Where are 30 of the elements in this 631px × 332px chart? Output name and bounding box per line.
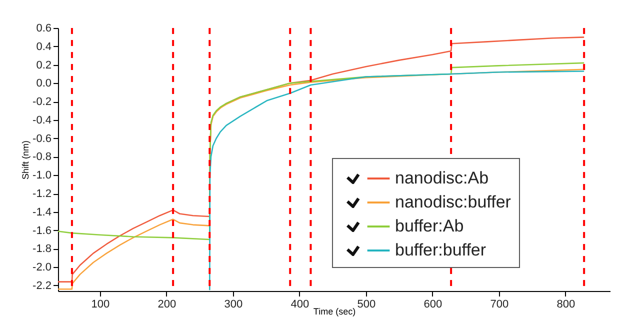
x-tick-label: 100 bbox=[91, 298, 110, 310]
x-tick-label: 500 bbox=[357, 298, 376, 310]
y-tick-label: -1.6 bbox=[32, 224, 52, 237]
y-tick-label: -0.6 bbox=[32, 132, 52, 145]
y-tick-label: -1.2 bbox=[32, 188, 52, 200]
x-axis-title: Time (sec) bbox=[313, 306, 356, 316]
x-tick-label: 800 bbox=[556, 298, 576, 310]
y-tick-label: -1.0 bbox=[32, 170, 52, 182]
y-tick-label: 0.0 bbox=[36, 78, 52, 90]
y-tick-label: -0.4 bbox=[32, 114, 52, 126]
legend-label: nanodisc:Ab bbox=[395, 168, 489, 188]
y-tick-label: -1.8 bbox=[32, 243, 52, 256]
x-tick-label: 700 bbox=[490, 298, 509, 310]
y-tick-label: -1.4 bbox=[32, 206, 52, 218]
y-tick-label: -2.2 bbox=[32, 280, 52, 292]
y-tick-label: -0.2 bbox=[32, 96, 52, 108]
x-tick-label: 600 bbox=[424, 298, 442, 310]
legend-label: buffer:Ab bbox=[395, 216, 464, 236]
x-tick-label: 300 bbox=[224, 298, 243, 310]
legend-label: nanodisc:buffer bbox=[395, 192, 512, 212]
y-tick-label: 0.2 bbox=[36, 59, 52, 72]
x-tick-label: 200 bbox=[158, 298, 176, 310]
y-tick-label: 0.4 bbox=[36, 40, 52, 53]
x-tick-label: 400 bbox=[290, 298, 310, 310]
y-tick-label: -0.8 bbox=[32, 151, 52, 164]
y-tick-label: -2.0 bbox=[32, 262, 52, 274]
line-series bbox=[208, 70, 585, 291]
y-tick-label: 0.6 bbox=[36, 22, 52, 34]
y-axis-title: Shift (nm) bbox=[20, 140, 31, 180]
legend-label: buffer:buffer bbox=[395, 240, 486, 260]
